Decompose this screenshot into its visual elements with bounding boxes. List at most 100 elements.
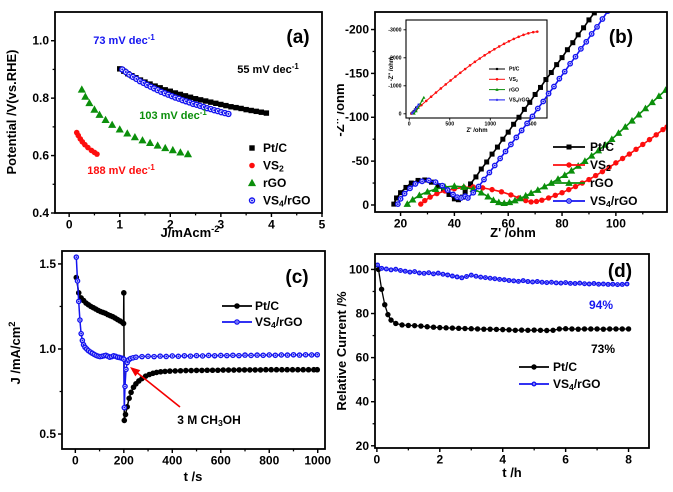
x-tick-label: 60: [502, 216, 516, 230]
y-tick-label: 1.0: [39, 342, 56, 356]
retention-vs4rgo: 94%: [589, 298, 613, 312]
legend-label-rgo: rGO: [590, 176, 613, 190]
legend-item-vs4rgo: VS4/rGO: [519, 377, 600, 392]
tafel-slope-vs4rgo: 73 mV dec-1: [93, 33, 155, 47]
y-tick-label: -200: [345, 23, 369, 37]
chart-c: 0 200 400 600 800 1000 0.5 1.0 1.5 t /s J /mA/cm2 P…: [7, 250, 331, 484]
series-layer-d: [375, 262, 632, 334]
x-tick-label: 40: [448, 216, 462, 230]
y-axis-label-d: Relative Current /%: [337, 291, 349, 411]
panel-c-chronoamperometry-plot: 0 200 400 600 800 1000 0.5 1.0 1.5 t /s J /mA/cm2 P…: [7, 250, 331, 484]
y-tick-label: 1.5: [39, 257, 56, 271]
x-tick-label: 0: [408, 121, 411, 127]
x-tick-label: 1000: [304, 453, 331, 467]
x-axis-label-a: J/mAcm-2: [161, 224, 220, 240]
series-rgo: [412, 95, 426, 115]
y-axis-label-b: -Z'' /ohm: [337, 83, 347, 136]
x-tick-label: 100: [606, 216, 626, 230]
y-tick-label: -2000: [388, 56, 401, 62]
x-tick-label: 0: [66, 217, 73, 231]
x-axis-a: 0 1 2 3 4 5: [66, 213, 326, 231]
x-axis-label-d: t /h: [502, 465, 522, 480]
panel-d-stability-plot: 0 2 4 6 8 20 40 60 80 100 t /h Relative Current /% P…: [337, 253, 650, 480]
y-tick-label: 80: [356, 306, 370, 320]
x-tick-label: 1000: [485, 121, 497, 127]
y-tick-label: 60: [356, 351, 370, 365]
x-tick-label: 80: [555, 216, 569, 230]
panel-letter-d: (d): [608, 261, 632, 282]
series-vs4rgo: [375, 262, 630, 288]
legend-b: Pt/C VS2 rGO VS4/rGO: [553, 140, 637, 209]
series-rgo: [403, 86, 667, 207]
x-tick-label: 1: [116, 217, 123, 231]
legend-label-ptc: Pt/C: [509, 67, 520, 73]
legend-item-rgo: rGO: [489, 87, 519, 93]
legend-item-ptc: Pt/C: [249, 141, 287, 155]
panel-letter-c: (c): [285, 267, 308, 288]
x-tick-label: 4: [268, 217, 275, 231]
legend-label-vs2: VS2: [509, 77, 518, 83]
panel-a-tafel-plot: 0 1 2 3 4 5 0.4 0.6 0.8 1.0 J/mAcm-2 Potential /V(v…: [4, 11, 326, 240]
plot-frame-b: [374, 11, 668, 213]
x-tick-label: 1500: [525, 121, 537, 127]
panel-letter-a: (a): [286, 27, 309, 48]
x-tick-label: 20: [394, 216, 408, 230]
legend-label-ptc: Pt/C: [553, 360, 577, 374]
legend-label-vs4rgo: VS4/rGO: [263, 193, 310, 208]
plot-frame-a: [54, 11, 323, 214]
x-axis-b: 20 40 60 80 100: [394, 212, 644, 230]
series-ptc: [375, 266, 632, 334]
series-layer-b-inset: [410, 30, 539, 115]
legend-label-vs4rgo: VS4/rGO: [255, 315, 302, 330]
legend-d: Pt/C VS4/rGO: [519, 360, 600, 392]
x-tick-label: 0: [72, 453, 79, 467]
y-tick-label: 0.4: [32, 206, 49, 220]
legend-item-rgo: rGO: [553, 176, 613, 190]
series-ptc: [73, 274, 321, 424]
series-layer-b: [391, 12, 667, 208]
legend-b-inset: Pt/C VS2 rGO VS4/rGO: [489, 67, 530, 104]
y-axis-a: 0.4 0.6 0.8 1.0: [32, 34, 55, 220]
y-tick-label: 20: [356, 439, 370, 453]
legend-c: Pt/C VS4/rGO: [222, 299, 302, 330]
x-tick-label: 800: [259, 453, 279, 467]
legend-label-vs2: VS2: [590, 158, 611, 173]
legend-item-vs2: VS2: [249, 158, 284, 174]
legend-item-ptc: Pt/C: [489, 67, 520, 73]
y-tick-label: 0: [362, 198, 369, 212]
x-tick-label: 2: [167, 217, 174, 231]
legend-item-rgo: rGO: [247, 176, 286, 190]
legend-label-rgo: rGO: [509, 87, 519, 93]
legend-item-vs4rgo: VS4/rGO: [248, 193, 310, 209]
x-tick-label: 6: [562, 452, 569, 466]
legend-item-vs2: VS2: [489, 77, 518, 83]
panel-letter-b: (b): [609, 27, 633, 48]
retention-ptc: 73%: [591, 342, 615, 356]
legend-label-vs4rgo: VS4/rGO: [553, 377, 600, 392]
series-vs4rgo: [73, 254, 321, 411]
tafel-slope-ptc: 55 mV dec-1: [237, 62, 299, 76]
tafel-slope-vs2: 188 mV dec-1: [87, 163, 155, 177]
legend-item-vs4rgo: VS4/rGO: [553, 194, 637, 209]
x-tick-label: 5: [319, 217, 326, 231]
legend-item-ptc: Pt/C: [222, 299, 279, 313]
x-tick-label: 8: [625, 452, 632, 466]
x-axis-label-b-inset: Z' /ohm: [466, 128, 487, 134]
x-tick-label: 400: [162, 453, 182, 467]
plot-frame-c: [61, 250, 326, 450]
x-tick-label: 200: [114, 453, 134, 467]
x-tick-label: 3: [218, 217, 225, 231]
y-axis-label-a: Potential /V(vs.RHE): [4, 50, 19, 175]
x-tick-label: 4: [499, 452, 506, 466]
legend-a: Pt/C VS2 rGO VS4/rGO: [247, 141, 310, 209]
y-tick-label: -3000: [388, 28, 401, 34]
y-tick-label: 0.8: [32, 91, 49, 105]
plot-frame-d: [374, 253, 650, 449]
x-tick-label: 2: [436, 452, 443, 466]
legend-label-ptc: Pt/C: [263, 141, 287, 155]
x-axis-label-b: Z' /ohm: [490, 225, 536, 240]
y-axis-label-b-inset: -Z'' /ohm: [389, 57, 395, 82]
y-tick-label: 0.5: [39, 427, 56, 441]
